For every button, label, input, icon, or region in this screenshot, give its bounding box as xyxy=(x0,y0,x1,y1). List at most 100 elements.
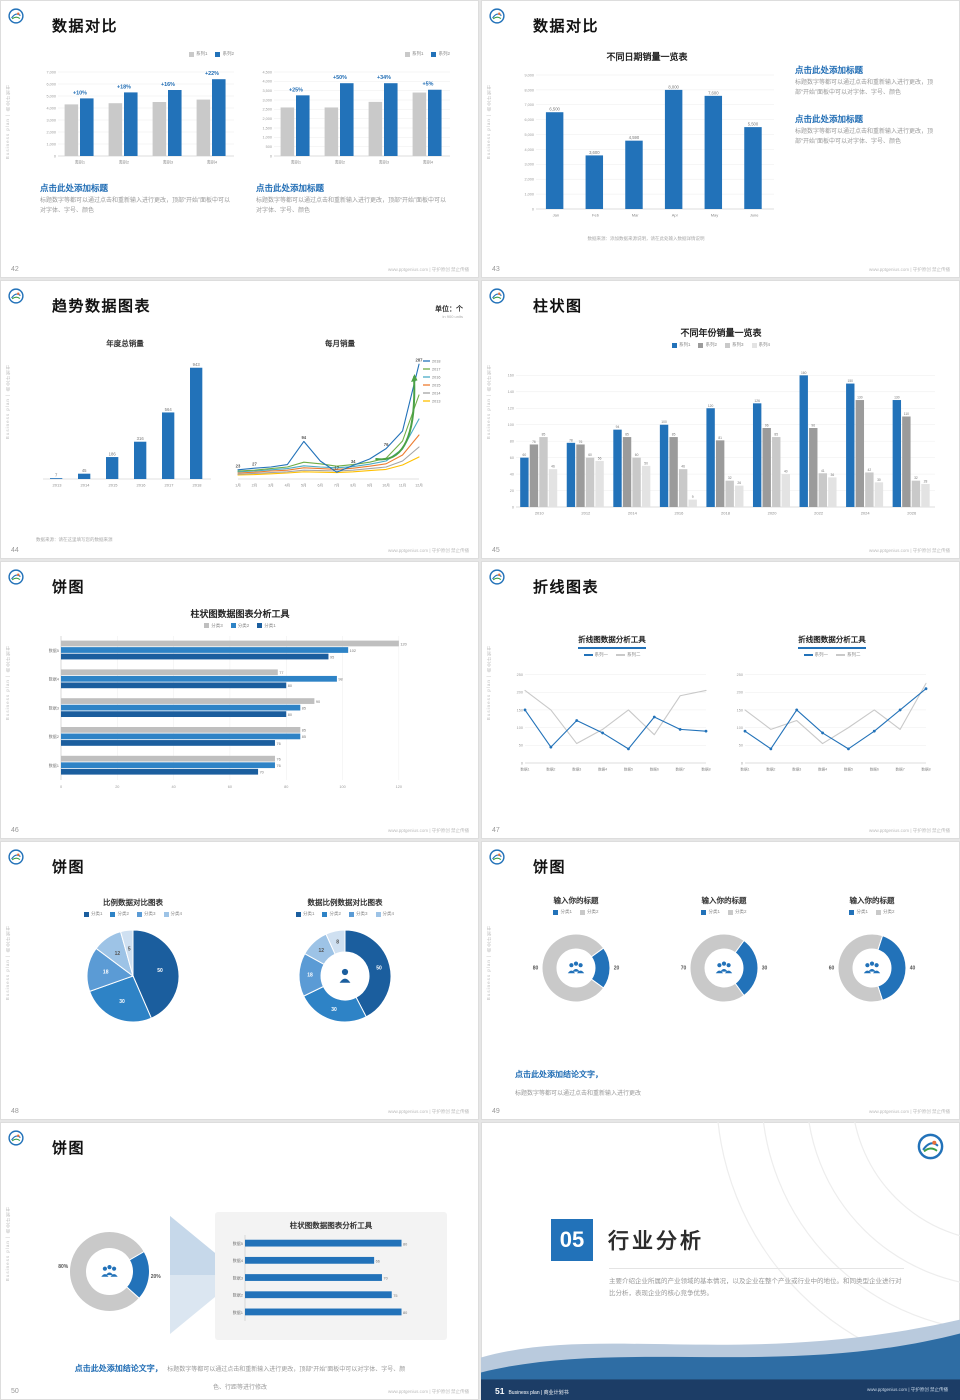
pie-panel-right: 数据比例数据对比图表 分类1 分类2 分类3 分类4 50 30 18 12 8 xyxy=(250,897,440,1032)
svg-text:80: 80 xyxy=(403,1311,407,1315)
svg-text:90: 90 xyxy=(316,700,320,704)
svg-text:8,000: 8,000 xyxy=(668,84,679,89)
svg-text:2,000: 2,000 xyxy=(262,117,272,121)
legend-swatch xyxy=(725,342,730,348)
chart-title: 输入你的标题 xyxy=(701,896,747,906)
chart-panel-right: 每月销量 1月 2月 3月 4月 5月 6月 7月 8月 9月 10月 11月 12月 23 27 94 17… xyxy=(226,338,454,489)
legend-label: 系列二 xyxy=(847,651,861,657)
legend-label: 分类2 xyxy=(117,911,129,917)
legend-swatch xyxy=(404,51,410,57)
watermark-footer: www.pptgenius.com | 守护原创 禁止传播 xyxy=(388,267,469,273)
slide-49-donut-charts[interactable]: Business plan | 商业计划书 饼图 输入你的标题 分类1 分类2 … xyxy=(481,841,960,1120)
svg-text:40: 40 xyxy=(510,473,514,477)
svg-text:70: 70 xyxy=(383,1276,387,1280)
page-number: 51 xyxy=(495,1385,505,1396)
chart-legend: 分类1 分类2 xyxy=(511,909,641,915)
conclusion-block: 点击此处添加结论文字， 标题数字等都可以通过点击和重新输入进行更改，顶部“开始”… xyxy=(70,1358,410,1394)
svg-text:6,000: 6,000 xyxy=(524,118,534,122)
svg-text:23: 23 xyxy=(235,464,240,469)
sidebar-vertical-label: Business plan | 商业计划书 xyxy=(486,644,491,720)
svg-text:100: 100 xyxy=(508,424,514,428)
svg-text:50: 50 xyxy=(376,965,382,971)
svg-text:11月: 11月 xyxy=(398,483,405,488)
svg-text:60: 60 xyxy=(829,966,835,972)
svg-text:18: 18 xyxy=(103,970,109,976)
line-chart-monthly-sales: 1月 2月 3月 4月 5月 6月 7月 8月 9月 10月 11月 12月 23 27 94 17 34 76 2… xyxy=(235,358,440,488)
svg-text:8: 8 xyxy=(336,940,339,946)
svg-text:4月: 4月 xyxy=(284,483,290,488)
svg-text:数据1: 数据1 xyxy=(520,766,529,771)
svg-text:60: 60 xyxy=(523,454,527,458)
svg-text:85: 85 xyxy=(672,433,676,437)
line-chart-right: 0 50 100 150 200 250 数据1 数据2 数据3 数据4 数据5 数据6 数据7 数据8 xyxy=(737,673,931,772)
svg-text:数据3: 数据3 xyxy=(792,766,801,771)
legend-swatch xyxy=(616,654,625,656)
slide-47-line-charts[interactable]: Business plan | 商业计划书 折线图表 折线图数据分析工具 系列一… xyxy=(481,560,960,840)
legend-item: 分类2 xyxy=(110,911,129,917)
text-block: 点击此处添加标题 标题数字等都可以通过点击和重新输入进行更改，顶部“开始”面板中… xyxy=(40,182,230,217)
conclusion-rest: 标题数字等都可以通过点击和重新输入进行更改 xyxy=(515,1091,642,1098)
svg-text:2010: 2010 xyxy=(535,511,545,516)
svg-text:150: 150 xyxy=(848,379,854,383)
legend-item: 分类4 xyxy=(163,911,182,917)
svg-text:76: 76 xyxy=(276,742,280,746)
slide-50-pie-funnel-bars[interactable]: Business plan | 商业计划书 饼图 20% 80% 柱状图数据图表分… xyxy=(0,1121,479,1400)
svg-text:75: 75 xyxy=(393,1293,397,1297)
svg-text:150: 150 xyxy=(737,708,743,712)
watermark-footer: www.pptgenius.com | 守护原创 禁止传播 xyxy=(869,547,950,553)
svg-text:80: 80 xyxy=(403,1242,407,1246)
svg-text:80: 80 xyxy=(288,684,292,688)
svg-text:4,000: 4,000 xyxy=(524,148,534,152)
svg-text:1,500: 1,500 xyxy=(262,126,272,130)
svg-text:102: 102 xyxy=(350,649,356,653)
donut-group-2: 输入你的标题 分类1 分类2 30 70 xyxy=(659,895,789,1018)
svg-text:250: 250 xyxy=(517,673,523,677)
svg-text:150: 150 xyxy=(517,708,523,712)
svg-text:943: 943 xyxy=(193,363,201,368)
svg-text:+25%: +25% xyxy=(289,87,303,93)
grouped-bar-chart-by-year: 0 20 40 60 80 100 120 140 160 2010 2012 2014 2016 201… xyxy=(508,371,935,516)
svg-text:类别2: 类别2 xyxy=(119,159,130,165)
brand-logo-icon xyxy=(489,288,505,304)
funnel-connector-shape xyxy=(170,1215,215,1334)
chart-legend: 分类1 分类2 分类3 分类4 xyxy=(250,911,440,917)
legend-item: 分类1 xyxy=(701,909,720,915)
brand-logo-icon xyxy=(8,849,24,865)
legend-label: 系列2 xyxy=(438,51,450,56)
svg-text:3,000: 3,000 xyxy=(262,98,272,102)
svg-text:85: 85 xyxy=(625,433,629,437)
svg-text:2015: 2015 xyxy=(109,483,119,488)
watermark-footer: www.pptgenius.com | 守护原创 禁止传播 xyxy=(388,547,469,553)
slide-43-data-comparison[interactable]: Business plan | 商业计划书 数据对比 不同日期销量一览表 0 1,… xyxy=(481,0,960,279)
legend-item: 分类3 xyxy=(204,623,223,629)
legend-swatch xyxy=(215,51,221,57)
svg-text:2017: 2017 xyxy=(165,483,175,488)
svg-text:80: 80 xyxy=(284,785,288,789)
slide-46-hbar-chart[interactable]: Business plan | 商业计划书 饼图 柱状图数据图表分析工具 分类3… xyxy=(0,560,479,840)
svg-text:2013: 2013 xyxy=(53,483,63,488)
section-number-badge: 05 xyxy=(551,1218,593,1261)
slide-title: 折线图表 xyxy=(533,578,600,596)
legend-swatch xyxy=(204,623,210,629)
svg-text:6月: 6月 xyxy=(317,483,323,488)
svg-text:2014: 2014 xyxy=(628,511,638,516)
slide-44-trend-charts[interactable]: Business plan | 商业计划书 趋势数据图表 单位：个 in 900… xyxy=(0,280,479,559)
slide-45-column-chart[interactable]: Business plan | 商业计划书 柱状图 不同年份销量一览表 系列1 … xyxy=(481,280,960,559)
slide-48-pie-charts[interactable]: Business plan | 商业计划书 饼图 比例数据对比图表 分类1 分类… xyxy=(0,841,479,1120)
legend-item: 系列2 xyxy=(698,342,717,348)
legend-label: 分类3 xyxy=(356,911,368,917)
svg-text:数据6: 数据6 xyxy=(870,766,879,771)
slide-42-data-comparison[interactable]: Business plan | 商业计划书 数据对比 系列1 系列2 0 1,00… xyxy=(0,0,479,279)
svg-text:June: June xyxy=(750,213,759,218)
legend-item: 分类2 xyxy=(580,909,599,915)
svg-text:+5%: +5% xyxy=(423,82,434,88)
slide-51-industry-analysis[interactable]: 05 行业分析 主要介绍企业所属的产业领域的基本情况，以及企业在整个产业或行业中… xyxy=(481,1121,960,1400)
donut-group-1: 输入你的标题 分类1 分类2 20 80 xyxy=(511,895,641,1018)
svg-text:80: 80 xyxy=(510,440,514,444)
svg-text:3,000: 3,000 xyxy=(46,118,56,122)
svg-text:4,000: 4,000 xyxy=(46,106,56,110)
legend-label: 分类1 xyxy=(708,909,720,915)
legend-label: 分类1 xyxy=(264,622,276,628)
svg-text:1,000: 1,000 xyxy=(524,193,534,197)
svg-text:+10%: +10% xyxy=(73,90,87,96)
